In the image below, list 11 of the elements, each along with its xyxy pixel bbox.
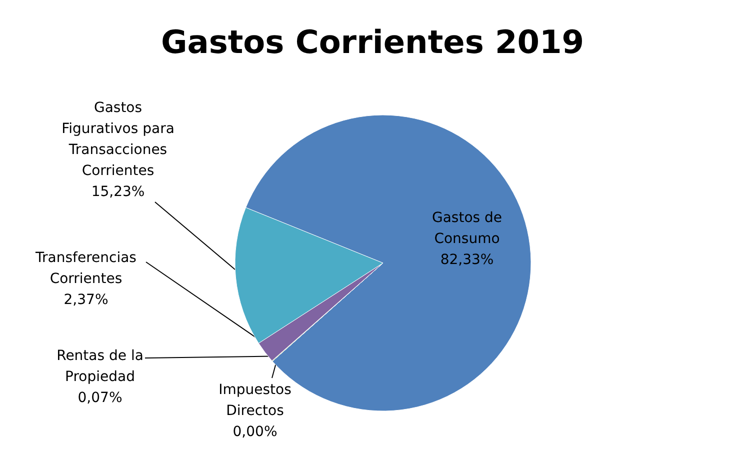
data-label: 15,23% <box>91 184 145 200</box>
data-label: 0,07% <box>78 390 122 406</box>
text: 0,00% <box>232 424 278 440</box>
slice-label: Transferencias Corrientes <box>34 250 136 287</box>
slice-label: Gastos Figurativos para Transacciones Corrientes <box>62 100 174 179</box>
data-label: 2,37% <box>64 292 108 308</box>
legend-label: Impuestos Directos <box>218 382 292 419</box>
slice-label: Gastos de Consumo <box>432 210 502 247</box>
chart-title: Gastos Corrientes 2019 <box>160 23 584 61</box>
data-label: 82,33% <box>440 252 494 268</box>
slice-label: Rentas de la Propiedad <box>56 348 144 385</box>
